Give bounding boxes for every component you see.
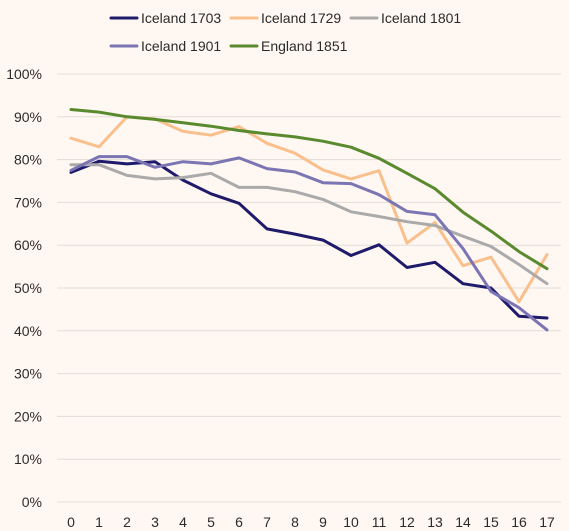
x-tick-label: 3 (151, 514, 159, 530)
series-line-iceland-1703 (69, 159, 549, 320)
y-tick-label: 90% (14, 109, 42, 125)
y-tick-label: 30% (14, 366, 42, 382)
x-tick-label: 12 (399, 514, 415, 530)
legend-label-iceland-1729: Iceland 1729 (261, 10, 341, 26)
y-tick-label: 20% (14, 408, 42, 424)
gridlines (57, 73, 561, 503)
series-lines (69, 108, 549, 332)
legend-label-england-1851: England 1851 (261, 38, 348, 54)
series-line-england-1851 (69, 108, 549, 271)
y-tick-label: 40% (14, 323, 42, 339)
x-tick-label: 13 (427, 514, 443, 530)
x-tick-label: 9 (319, 514, 327, 530)
x-tick-label: 4 (179, 514, 187, 530)
legend-label-iceland-1901: Iceland 1901 (141, 38, 221, 54)
x-tick-label: 10 (343, 514, 359, 530)
y-tick-label: 100% (6, 66, 42, 82)
y-axis-tick-labels: 0% 10% 20% 30% 40% 50% 60% 70% 80% 90% 100% (6, 66, 42, 510)
x-tick-label: 8 (291, 514, 299, 530)
x-tick-label: 7 (263, 514, 271, 530)
x-tick-label: 1 (95, 514, 103, 530)
series-line-iceland-1901 (69, 155, 549, 332)
y-tick-label: 60% (14, 237, 42, 253)
x-tick-label: 2 (123, 514, 131, 530)
y-tick-label: 0% (22, 494, 42, 510)
y-tick-label: 50% (14, 280, 42, 296)
x-axis-tick-labels: 0 1 2 3 4 5 6 7 8 9 10 11 12 13 14 15 16 17 (67, 514, 555, 530)
x-tick-label: 5 (207, 514, 215, 530)
x-tick-label: 14 (455, 514, 471, 530)
x-tick-label: 0 (67, 514, 75, 530)
x-tick-label: 11 (372, 514, 387, 530)
x-tick-label: 15 (483, 514, 499, 530)
y-tick-label: 80% (14, 152, 42, 168)
legend-label-iceland-1703: Iceland 1703 (141, 10, 221, 26)
x-tick-label: 6 (235, 514, 243, 530)
series-line-iceland-1801 (69, 163, 549, 286)
y-tick-label: 70% (14, 194, 42, 210)
x-tick-label: 17 (539, 514, 555, 530)
x-tick-label: 16 (511, 514, 527, 530)
legend: Iceland 1703 Iceland 1729 Iceland 1801 Icel… (109, 10, 461, 54)
legend-label-iceland-1801: Iceland 1801 (381, 10, 461, 26)
y-tick-label: 10% (14, 451, 42, 467)
series-line-iceland-1729 (69, 115, 549, 304)
